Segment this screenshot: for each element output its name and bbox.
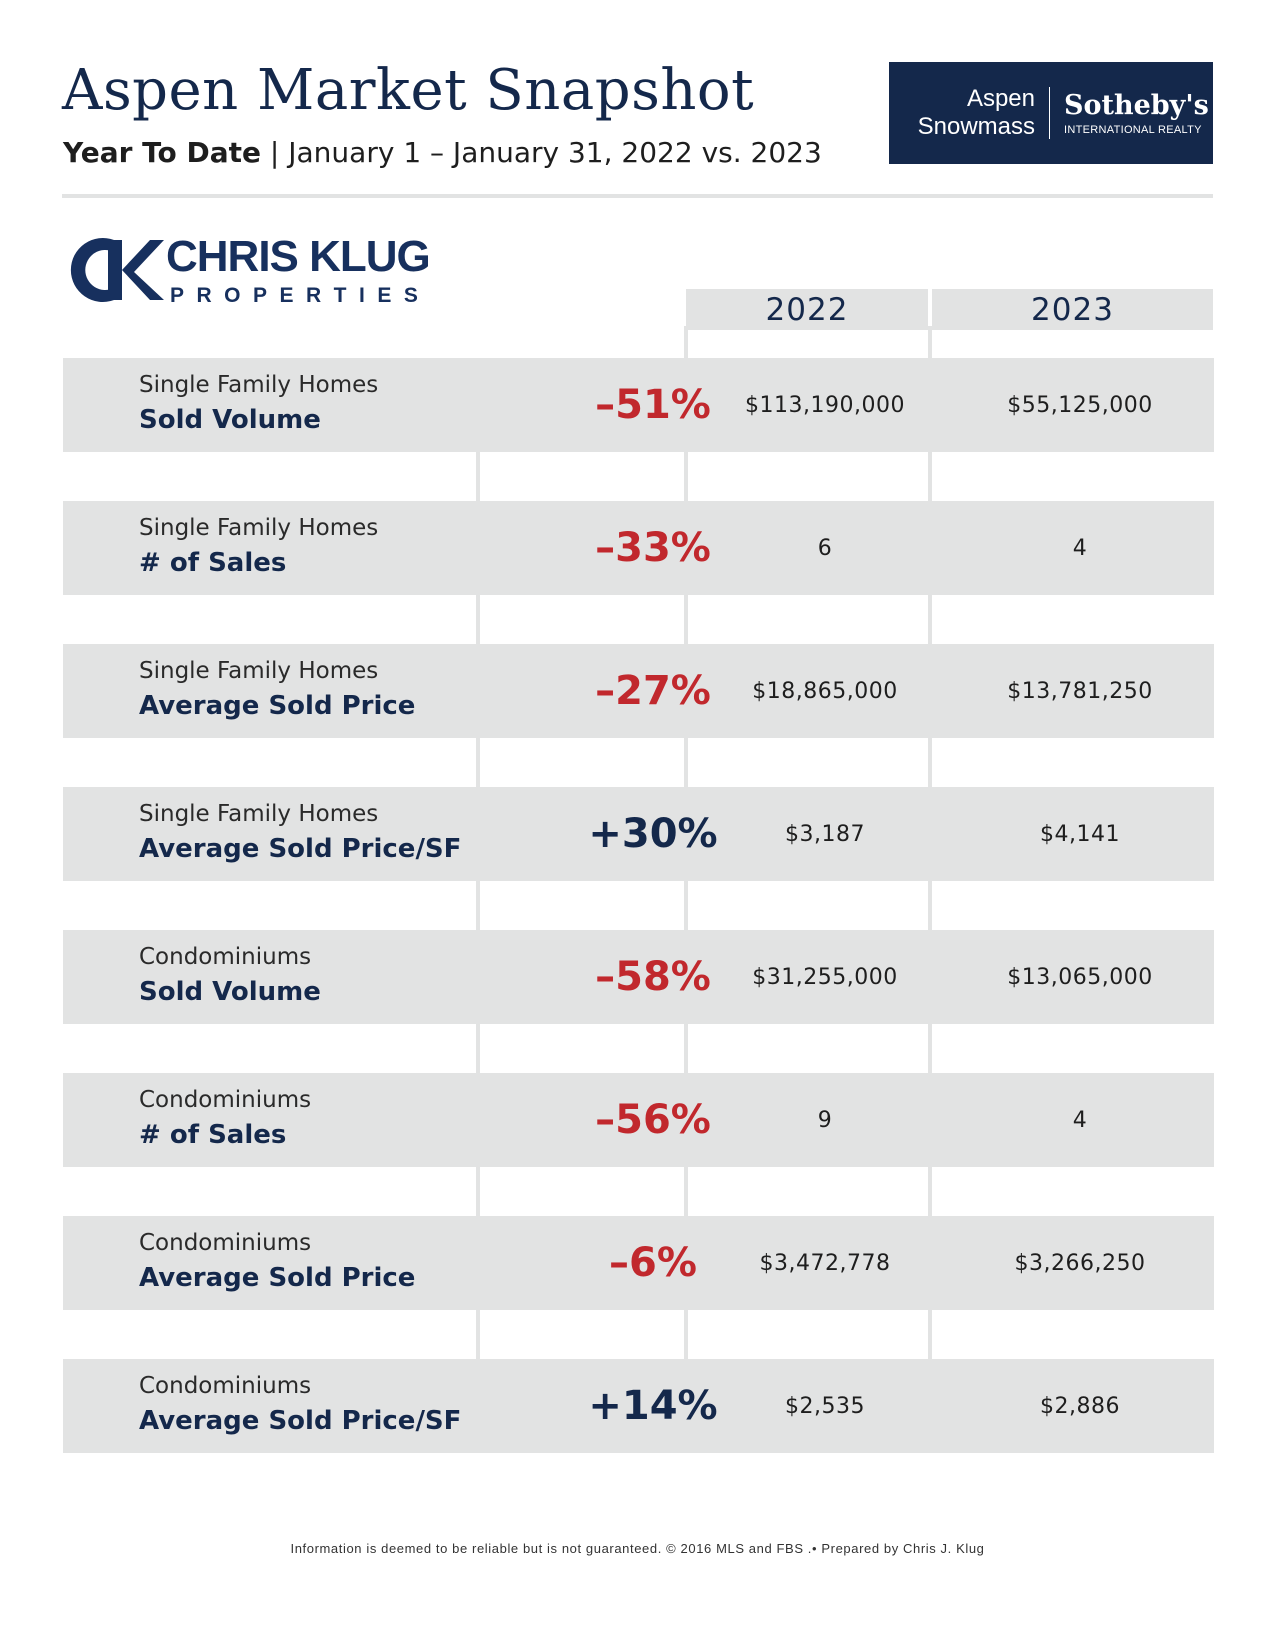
row-value-2023: $3,266,250	[1014, 1250, 1146, 1276]
row-category: Condominiums	[139, 1230, 312, 1256]
row-metric: Average Sold Price	[139, 691, 416, 721]
row-value-2023: 4	[1072, 1107, 1088, 1133]
row-value-2023: $13,781,250	[1007, 678, 1153, 704]
row-metric: # of Sales	[139, 548, 287, 578]
subtitle-dates: | January 1 – January 31, 2022 vs. 2023	[261, 136, 822, 169]
row-value-2023: $55,125,000	[1007, 392, 1153, 418]
header-divider	[62, 194, 1213, 198]
row-value-2022: $2,535	[785, 1393, 865, 1419]
page-title: Aspen Market Snapshot	[62, 58, 755, 123]
row-value-2022: 6	[817, 535, 833, 561]
footer-disclaimer: Information is deemed to be reliable but…	[290, 1541, 985, 1556]
sothebys-logo: Aspen Snowmass Sotheby's INTERNATIONAL R…	[889, 62, 1213, 164]
ck-monogram-icon	[70, 238, 164, 302]
row-change: –27%	[595, 668, 711, 714]
column-divider	[928, 326, 932, 1450]
column-divider	[684, 326, 688, 1450]
row-metric: Average Sold Price	[139, 1263, 416, 1293]
table-row: Condominiums Sold Volume –58% $31,255,000 $1…	[63, 930, 1214, 1024]
table-row: Single Family Homes # of Sales –33% 6 4	[63, 501, 1214, 595]
table-row: Condominiums Average Sold Price/SF +14% $2,…	[63, 1359, 1214, 1453]
sothebys-logo-office: Aspen Snowmass	[917, 85, 1035, 140]
row-category: Condominiums	[139, 1087, 312, 1113]
row-value-2023: 4	[1072, 535, 1088, 561]
table-row: Single Family Homes Average Sold Price –27…	[63, 644, 1214, 738]
row-metric: Sold Volume	[139, 977, 321, 1007]
row-change: –56%	[595, 1097, 711, 1143]
table-row: Condominiums Average Sold Price –6% $3,472,…	[63, 1216, 1214, 1310]
row-metric: Average Sold Price/SF	[139, 1406, 462, 1436]
row-category: Single Family Homes	[139, 658, 379, 684]
row-category: Single Family Homes	[139, 801, 379, 827]
column-divider	[476, 360, 480, 1450]
row-change: –6%	[609, 1240, 697, 1286]
row-value-2023: $13,065,000	[1007, 964, 1153, 990]
row-value-2023: $2,886	[1040, 1393, 1120, 1419]
sothebys-logo-divider	[1049, 87, 1050, 139]
row-category: Condominiums	[139, 944, 312, 970]
klug-logo-sub: PROPERTIES	[170, 284, 431, 307]
row-value-2022: $31,255,000	[752, 964, 898, 990]
row-metric: Average Sold Price/SF	[139, 834, 462, 864]
page-subtitle: Year To Date | January 1 – January 31, 2…	[63, 136, 822, 169]
column-header-2022: 2022	[686, 289, 928, 330]
row-metric: Sold Volume	[139, 405, 321, 435]
row-category: Single Family Homes	[139, 515, 379, 541]
row-category: Condominiums	[139, 1373, 312, 1399]
row-value-2023: $4,141	[1040, 821, 1120, 847]
row-value-2022: 9	[817, 1107, 833, 1133]
sothebys-logo-brand: Sotheby's	[1064, 89, 1209, 121]
row-change: +14%	[588, 1383, 718, 1429]
row-value-2022: $3,187	[785, 821, 865, 847]
table-row: Condominiums # of Sales –56% 9 4	[63, 1073, 1214, 1167]
klug-logo-name: CHRIS KLUG	[166, 232, 431, 281]
column-header-2023: 2023	[932, 289, 1213, 330]
row-change: +30%	[588, 811, 718, 857]
row-metric: # of Sales	[139, 1120, 287, 1150]
table-row: Single Family Homes Sold Volume –51% $113,1…	[63, 358, 1214, 452]
row-value-2022: $3,472,778	[759, 1250, 891, 1276]
row-change: –51%	[595, 382, 711, 428]
table-row: Single Family Homes Average Sold Price/SF…	[63, 787, 1214, 881]
row-value-2022: $113,190,000	[745, 392, 905, 418]
subtitle-period: Year To Date	[63, 136, 262, 169]
sothebys-logo-sub: INTERNATIONAL REALTY	[1064, 123, 1202, 136]
row-value-2022: $18,865,000	[752, 678, 898, 704]
row-category: Single Family Homes	[139, 372, 379, 398]
chris-klug-logo: CHRIS KLUG PROPERTIES	[64, 232, 444, 312]
row-change: –58%	[595, 954, 711, 1000]
row-change: –33%	[595, 525, 711, 571]
